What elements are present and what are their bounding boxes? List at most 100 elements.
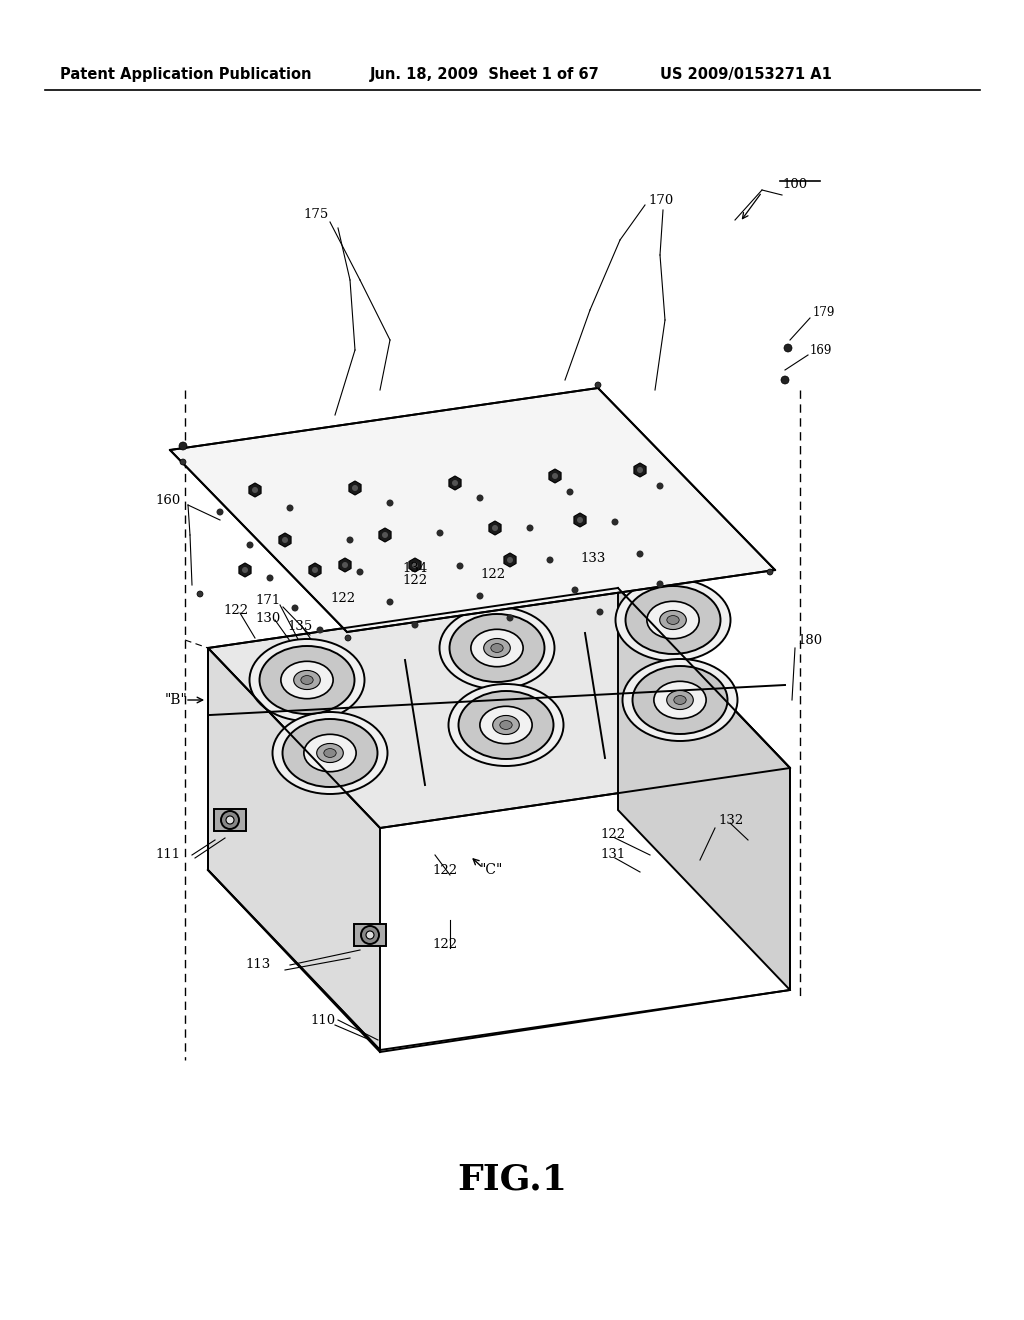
Text: 171: 171 xyxy=(255,594,281,606)
Ellipse shape xyxy=(659,610,686,630)
Circle shape xyxy=(492,525,498,531)
Ellipse shape xyxy=(615,579,730,661)
Ellipse shape xyxy=(324,748,336,758)
Polygon shape xyxy=(504,553,516,568)
Polygon shape xyxy=(279,533,291,546)
Polygon shape xyxy=(208,587,790,828)
Text: 179: 179 xyxy=(813,306,836,319)
Circle shape xyxy=(216,508,223,516)
Polygon shape xyxy=(208,648,380,1049)
Circle shape xyxy=(547,557,554,564)
Circle shape xyxy=(656,483,664,490)
Circle shape xyxy=(526,524,534,532)
Circle shape xyxy=(476,593,483,599)
Circle shape xyxy=(242,568,248,573)
Ellipse shape xyxy=(304,734,356,772)
Circle shape xyxy=(571,586,579,594)
Ellipse shape xyxy=(301,676,313,684)
Text: 122: 122 xyxy=(432,863,457,876)
Text: 122: 122 xyxy=(402,573,427,586)
Circle shape xyxy=(197,591,203,597)
Text: 169: 169 xyxy=(810,343,833,356)
Ellipse shape xyxy=(316,743,343,763)
Polygon shape xyxy=(349,480,361,495)
Circle shape xyxy=(316,627,324,634)
Circle shape xyxy=(781,376,790,384)
Polygon shape xyxy=(549,469,561,483)
Ellipse shape xyxy=(449,684,563,766)
Ellipse shape xyxy=(480,706,532,743)
Text: 133: 133 xyxy=(580,552,605,565)
Text: 180: 180 xyxy=(797,634,822,647)
Circle shape xyxy=(266,574,273,582)
Ellipse shape xyxy=(493,715,519,734)
Polygon shape xyxy=(339,558,351,572)
Circle shape xyxy=(452,480,458,486)
Circle shape xyxy=(637,467,643,473)
Circle shape xyxy=(595,381,601,388)
Circle shape xyxy=(457,562,464,569)
Text: Jun. 18, 2009  Sheet 1 of 67: Jun. 18, 2009 Sheet 1 of 67 xyxy=(370,67,600,82)
Text: 135: 135 xyxy=(287,619,312,632)
Text: 122: 122 xyxy=(330,591,355,605)
Text: 160: 160 xyxy=(155,494,180,507)
Text: US 2009/0153271 A1: US 2009/0153271 A1 xyxy=(660,67,831,82)
Circle shape xyxy=(247,541,254,549)
Text: 122: 122 xyxy=(223,603,248,616)
Ellipse shape xyxy=(283,719,378,787)
Ellipse shape xyxy=(490,644,503,652)
Text: 132: 132 xyxy=(718,813,743,826)
Circle shape xyxy=(386,499,393,507)
Circle shape xyxy=(292,605,299,611)
Polygon shape xyxy=(239,564,251,577)
Polygon shape xyxy=(170,388,775,632)
Polygon shape xyxy=(573,513,586,527)
Circle shape xyxy=(507,557,513,564)
Circle shape xyxy=(352,484,358,491)
Text: 175: 175 xyxy=(303,209,329,222)
Circle shape xyxy=(566,488,573,495)
Circle shape xyxy=(577,517,583,523)
Text: FIG.1: FIG.1 xyxy=(457,1163,567,1197)
Ellipse shape xyxy=(647,602,699,639)
Circle shape xyxy=(361,927,379,944)
Text: 111: 111 xyxy=(155,849,180,862)
Ellipse shape xyxy=(259,645,354,714)
Circle shape xyxy=(476,495,483,502)
Ellipse shape xyxy=(483,639,510,657)
Polygon shape xyxy=(409,558,421,572)
Polygon shape xyxy=(309,564,322,577)
Circle shape xyxy=(767,569,773,576)
Ellipse shape xyxy=(623,659,737,741)
Circle shape xyxy=(507,615,513,622)
Circle shape xyxy=(386,598,393,606)
Circle shape xyxy=(597,609,603,615)
Circle shape xyxy=(342,562,348,568)
Ellipse shape xyxy=(633,667,727,734)
Ellipse shape xyxy=(626,586,721,653)
Circle shape xyxy=(784,345,792,352)
Text: 122: 122 xyxy=(600,829,625,842)
Circle shape xyxy=(345,635,351,642)
Text: 122: 122 xyxy=(480,569,505,582)
Polygon shape xyxy=(634,463,646,477)
Ellipse shape xyxy=(294,671,321,689)
Ellipse shape xyxy=(281,661,333,698)
Circle shape xyxy=(436,529,443,536)
Circle shape xyxy=(611,519,618,525)
Text: 130: 130 xyxy=(255,611,281,624)
Circle shape xyxy=(346,536,353,544)
Ellipse shape xyxy=(272,711,387,795)
Circle shape xyxy=(179,442,187,450)
Text: "C": "C" xyxy=(480,863,504,876)
Ellipse shape xyxy=(459,690,554,759)
Polygon shape xyxy=(379,528,391,543)
Polygon shape xyxy=(449,477,461,490)
Polygon shape xyxy=(488,521,501,535)
Text: 131: 131 xyxy=(600,849,626,862)
Text: 170: 170 xyxy=(648,194,673,206)
Circle shape xyxy=(382,532,388,539)
Text: 110: 110 xyxy=(310,1014,335,1027)
Ellipse shape xyxy=(450,614,545,682)
Circle shape xyxy=(282,537,288,543)
